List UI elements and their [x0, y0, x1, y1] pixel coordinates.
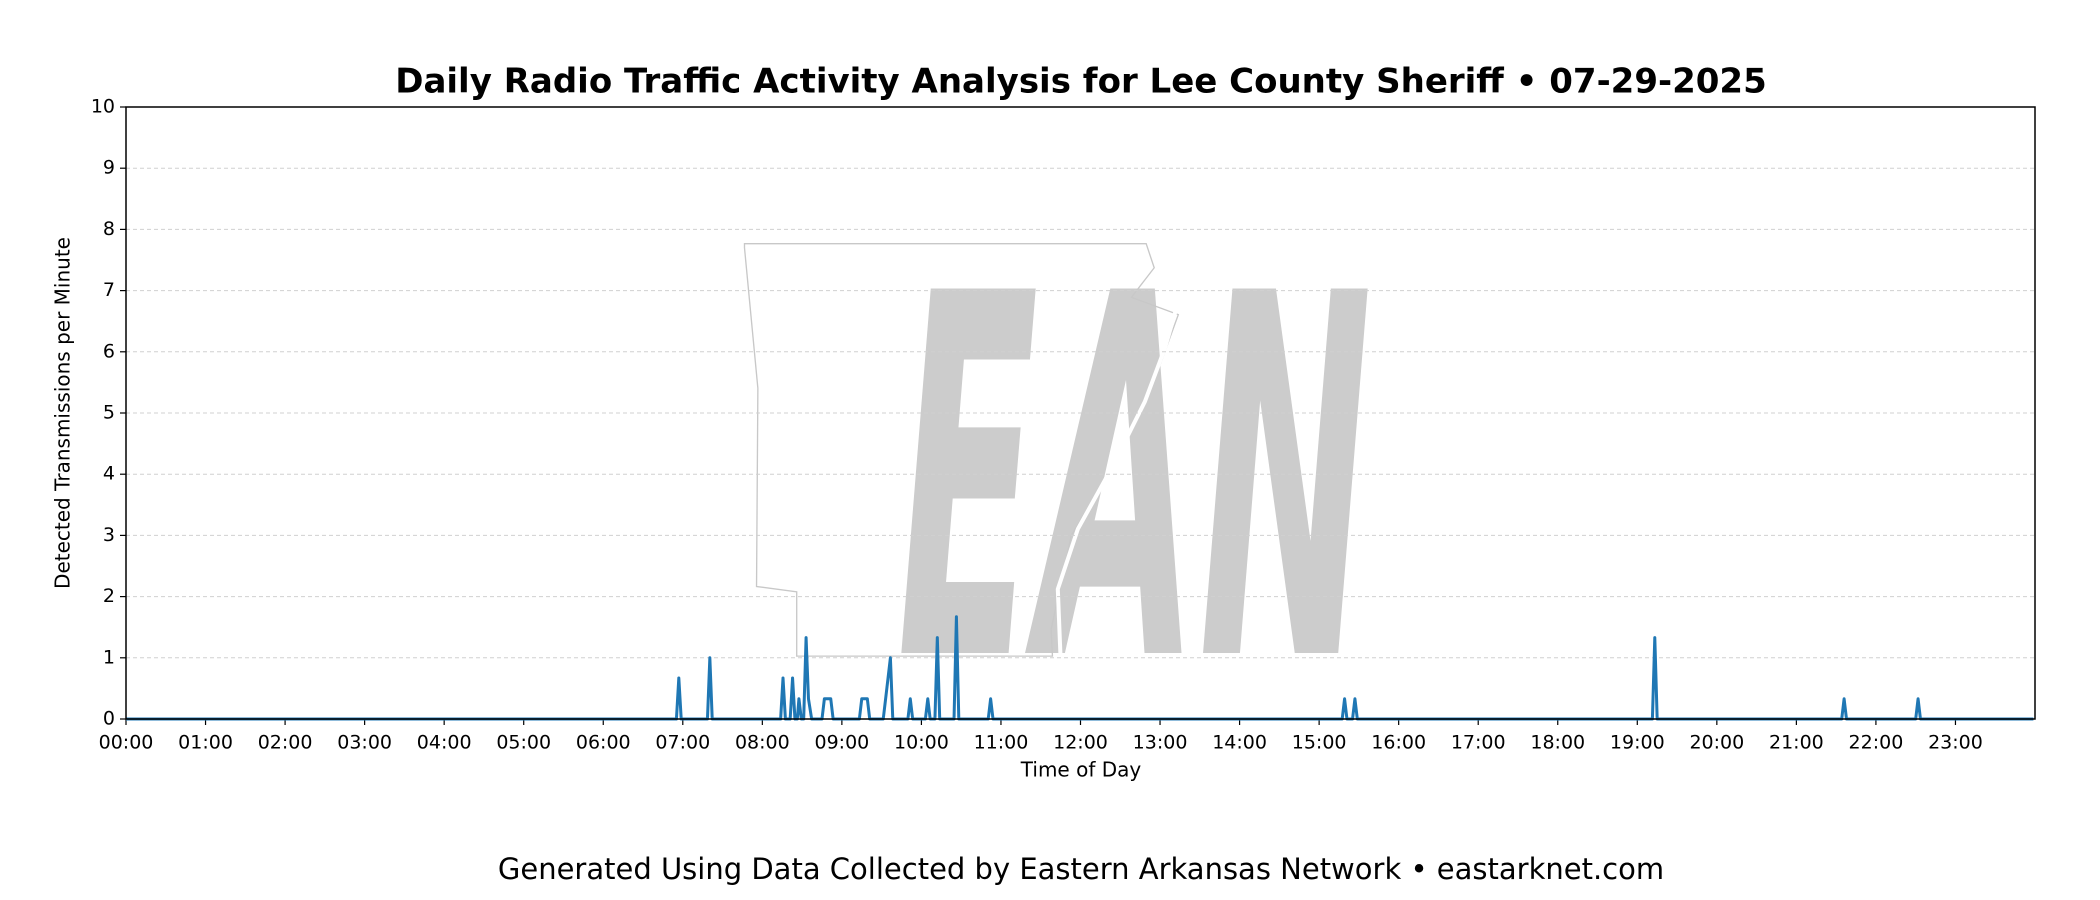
- x-tick-label: 17:00: [1451, 732, 1506, 754]
- y-tick-label: 0: [103, 708, 115, 730]
- x-tick-label: 03:00: [337, 732, 392, 754]
- y-tick-label: 4: [103, 463, 115, 485]
- x-tick-label: 01:00: [178, 732, 233, 754]
- x-tick-label: 09:00: [814, 732, 869, 754]
- y-tick-label: 3: [103, 524, 115, 546]
- y-axis-label: Detected Transmissions per Minute: [51, 237, 75, 589]
- chart-title: Daily Radio Traffic Activity Analysis fo…: [395, 62, 1767, 102]
- x-tick-label: 18:00: [1530, 732, 1585, 754]
- x-tick-label: 13:00: [1133, 732, 1188, 754]
- x-tick-label: 16:00: [1371, 732, 1426, 754]
- y-tick-label: 7: [103, 279, 115, 301]
- river-line: [1055, 300, 1181, 657]
- y-tick-label: 2: [103, 585, 115, 607]
- x-tick-label: 06:00: [576, 732, 631, 754]
- x-axis-label: Time of Day: [1020, 758, 1142, 782]
- x-tick-label: 00:00: [99, 732, 154, 754]
- x-tick-label: 14:00: [1212, 732, 1267, 754]
- x-tick-label: 11:00: [974, 732, 1029, 754]
- x-tick-label: 21:00: [1769, 732, 1824, 754]
- x-tick-label: 04:00: [417, 732, 472, 754]
- x-tick-label: 23:00: [1928, 732, 1983, 754]
- watermark: EAN: [743, 189, 1372, 771]
- x-tick-label: 19:00: [1610, 732, 1665, 754]
- y-tick-label: 8: [103, 218, 115, 240]
- x-tick-label: 12:00: [1053, 732, 1108, 754]
- x-tick-label: 22:00: [1849, 732, 1904, 754]
- x-tick-label: 02:00: [258, 732, 313, 754]
- x-tick-label: 07:00: [655, 732, 710, 754]
- x-tick-label: 20:00: [1689, 732, 1744, 754]
- watermark-text: EAN: [897, 189, 1372, 771]
- y-tick-label: 6: [103, 340, 115, 362]
- y-tick-label: 9: [103, 157, 115, 179]
- y-tick-label: 1: [103, 646, 115, 668]
- x-tick-label: 08:00: [735, 732, 790, 754]
- x-tick-label: 05:00: [496, 732, 551, 754]
- y-tick-label: 5: [103, 402, 115, 424]
- footer: Generated Using Data Collected by Easter…: [498, 852, 1664, 886]
- plot-frame: [125, 106, 2036, 720]
- y-tick-label: 10: [91, 96, 115, 118]
- x-tick-label: 10:00: [894, 732, 949, 754]
- x-tick-label: 15:00: [1292, 732, 1347, 754]
